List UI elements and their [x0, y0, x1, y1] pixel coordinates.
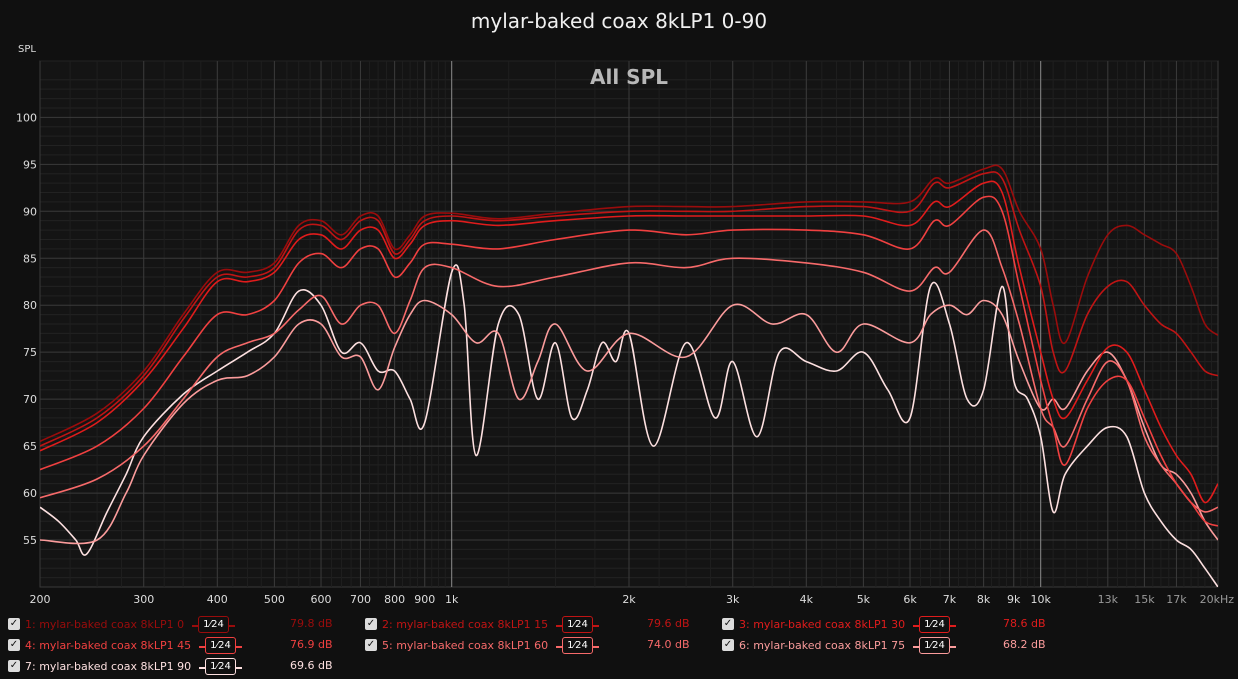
- y-tick-label: 90: [23, 205, 37, 218]
- smoothing-label: 1⁄24: [562, 636, 593, 654]
- series-line-2: [40, 171, 1218, 447]
- series-line-3: [40, 180, 1218, 504]
- legend-value: 74.0 dB: [647, 638, 690, 651]
- x-tick-label: 700: [350, 593, 371, 606]
- checkbox-icon[interactable]: ✓: [8, 618, 20, 630]
- x-tick-label: 7k: [943, 593, 957, 606]
- major-grid: [39, 61, 1219, 587]
- series-line-5: [40, 229, 1218, 513]
- y-tick-label: 60: [23, 487, 37, 500]
- legend-value: 68.2 dB: [1003, 638, 1046, 651]
- checkbox-icon[interactable]: ✓: [722, 639, 734, 651]
- plot-heading: All SPL: [590, 65, 668, 89]
- series-line-7: [40, 264, 1218, 587]
- legend-value: 76.9 dB: [290, 638, 333, 651]
- x-tick-label: 200: [30, 593, 51, 606]
- legend-item-4[interactable]: ✓ 4: mylar-baked coax 8kLP1 45 1⁄24: [8, 635, 244, 655]
- series-line-6: [40, 299, 1218, 545]
- y-tick-label: 85: [23, 252, 37, 265]
- legend-label: 5: mylar-baked coax 8kLP1 60: [382, 638, 549, 652]
- x-tick-label: 9k: [1007, 593, 1021, 606]
- y-tick-label: 75: [23, 346, 37, 359]
- legend-item-2[interactable]: ✓ 2: mylar-baked coax 8kLP1 15 1⁄24: [365, 614, 601, 634]
- smoothing-button[interactable]: 1⁄24: [199, 657, 242, 675]
- smoothing-label: 1⁄24: [198, 615, 229, 633]
- y-axis-unit-label: SPL: [18, 44, 36, 55]
- legend-item-6[interactable]: ✓ 6: mylar-baked coax 8kLP1 75 1⁄24: [722, 635, 958, 655]
- x-tick-label: 13k: [1098, 593, 1119, 606]
- smoothing-button[interactable]: 1⁄24: [556, 636, 599, 654]
- smoothing-button[interactable]: 1⁄24: [556, 615, 599, 633]
- x-tick-label: 300: [133, 593, 154, 606]
- smoothing-button[interactable]: 1⁄24: [192, 615, 235, 633]
- legend-value: 79.8 dB: [290, 617, 333, 630]
- checkbox-icon[interactable]: ✓: [365, 639, 377, 651]
- y-tick-label: 70: [23, 393, 37, 406]
- smoothing-button[interactable]: 1⁄24: [913, 636, 956, 654]
- y-tick-label: 80: [23, 299, 37, 312]
- checkbox-icon[interactable]: ✓: [365, 618, 377, 630]
- x-tick-label: 15k: [1134, 593, 1155, 606]
- legend-label: 6: mylar-baked coax 8kLP1 75: [739, 638, 906, 652]
- smoothing-label: 1⁄24: [919, 636, 950, 654]
- x-tick-labels: 200 300 400 500 600 700 800 900 1k 2k 3k 4k 5k 6k 7k 8k…: [30, 593, 1235, 606]
- checkbox-icon[interactable]: ✓: [8, 660, 20, 672]
- x-tick-label: 17k: [1166, 593, 1187, 606]
- legend-value: 78.6 dB: [1003, 617, 1046, 630]
- x-tick-label: 4k: [800, 593, 814, 606]
- legend-label: 4: mylar-baked coax 8kLP1 45: [25, 638, 192, 652]
- x-tick-label: 1k: [445, 593, 459, 606]
- y-tick-labels: 55 60 65 70 75 80 85 90 95 100: [16, 111, 37, 547]
- smoothing-label: 1⁄24: [919, 615, 950, 633]
- checkbox-icon[interactable]: ✓: [722, 618, 734, 630]
- x-tick-label: 3k: [726, 593, 740, 606]
- smoothing-label: 1⁄24: [205, 657, 236, 675]
- window-title: mylar-baked coax 8kLP1 0-90: [470, 9, 768, 33]
- smoothing-button[interactable]: 1⁄24: [913, 615, 956, 633]
- smoothing-label: 1⁄24: [205, 636, 236, 654]
- y-tick-label: 95: [23, 158, 37, 171]
- legend-label: 7: mylar-baked coax 8kLP1 90: [25, 659, 192, 673]
- x-tick-label: 5k: [857, 593, 871, 606]
- legend-value: 69.6 dB: [290, 659, 333, 672]
- series-line-1: [40, 164, 1218, 443]
- y-tick-label: 65: [23, 440, 37, 453]
- x-tick-label: 20kHz: [1200, 593, 1235, 606]
- checkbox-icon[interactable]: ✓: [8, 639, 20, 651]
- x-tick-label: 900: [414, 593, 435, 606]
- curves: [40, 164, 1218, 587]
- legend-label: 3: mylar-baked coax 8kLP1 30: [739, 617, 906, 631]
- x-tick-label: 600: [311, 593, 332, 606]
- x-tick-label: 500: [264, 593, 285, 606]
- legend-item-1[interactable]: ✓ 1: mylar-baked coax 8kLP1 0 1⁄24: [8, 614, 237, 634]
- series-line-4: [40, 195, 1218, 527]
- x-tick-label: 2k: [622, 593, 636, 606]
- smoothing-button[interactable]: 1⁄24: [199, 636, 242, 654]
- legend-item-7[interactable]: ✓ 7: mylar-baked coax 8kLP1 90 1⁄24: [8, 656, 244, 676]
- x-tick-label: 800: [384, 593, 405, 606]
- legend-value: 79.6 dB: [647, 617, 690, 630]
- x-tick-label: 8k: [977, 593, 991, 606]
- smoothing-label: 1⁄24: [562, 615, 593, 633]
- x-tick-label: 400: [207, 593, 228, 606]
- x-tick-label: 6k: [903, 593, 917, 606]
- legend-label: 1: mylar-baked coax 8kLP1 0: [25, 617, 185, 631]
- y-tick-label: 55: [23, 534, 37, 547]
- y-tick-label: 100: [16, 111, 37, 124]
- legend-item-5[interactable]: ✓ 5: mylar-baked coax 8kLP1 60 1⁄24: [365, 635, 601, 655]
- x-tick-label: 10k: [1031, 593, 1052, 606]
- legend-label: 2: mylar-baked coax 8kLP1 15: [382, 617, 549, 631]
- legend-item-3[interactable]: ✓ 3: mylar-baked coax 8kLP1 30 1⁄24: [722, 614, 958, 634]
